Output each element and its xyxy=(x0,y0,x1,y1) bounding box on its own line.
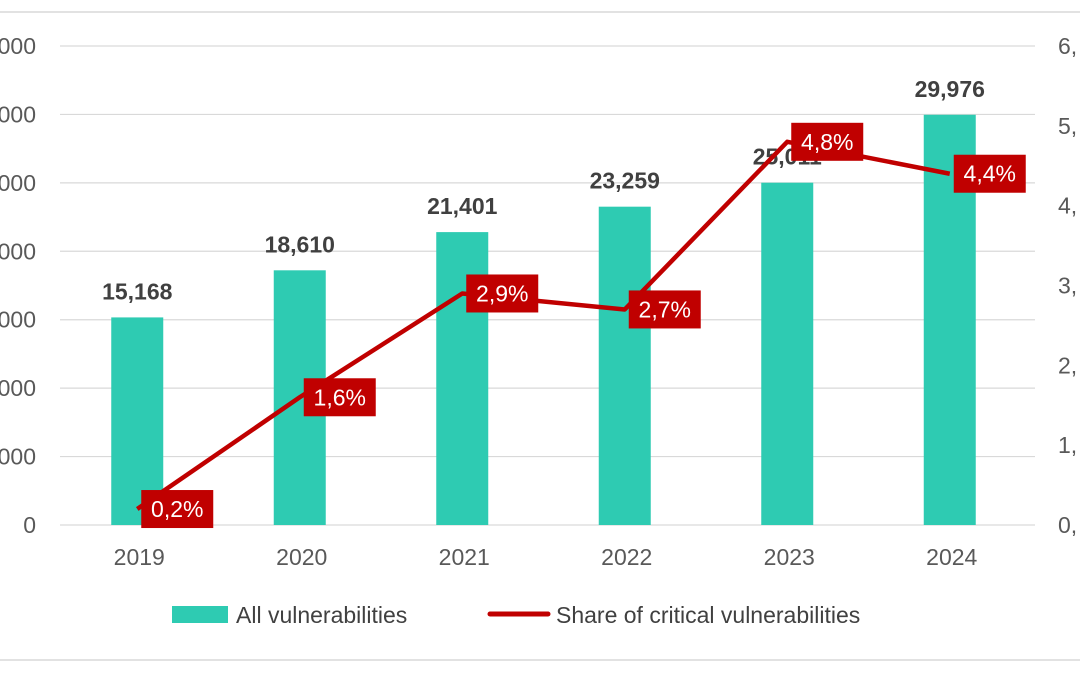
bar-label-2021: 21,401 xyxy=(427,193,498,219)
point-label-box xyxy=(303,378,376,417)
y-right-tick-label: 0, xyxy=(1058,512,1077,538)
y-left-tick-label: 000 xyxy=(0,33,36,59)
x-tick-label-2024: 2024 xyxy=(926,544,977,570)
y-left-tick-label: 000 xyxy=(0,238,36,264)
y-left-tick-label: 000 xyxy=(0,101,36,127)
x-tick-label-2019: 2019 xyxy=(114,544,165,570)
point-label-2019: 0,2% xyxy=(141,490,214,529)
critical-share-line xyxy=(135,139,951,511)
line-series-critical-share xyxy=(135,139,951,511)
y-axis-right: 0, 1, 2, 3, 4, 5, 6, xyxy=(1058,33,1077,538)
y-left-tick-label: 000 xyxy=(0,170,36,196)
bar-label-2024: 29,976 xyxy=(915,76,985,102)
y-left-tick-label: 000 xyxy=(0,375,36,401)
point-label-box xyxy=(141,490,214,529)
point-label-text: 2,9% xyxy=(476,280,528,306)
y-right-tick-label: 3, xyxy=(1058,273,1077,299)
gridlines xyxy=(60,45,1035,526)
legend-label-bars: All vulnerabilities xyxy=(236,602,407,628)
y-right-tick-label: 5, xyxy=(1058,113,1077,139)
y-right-tick-label: 4, xyxy=(1058,193,1077,219)
bar-series-all-vulnerabilities xyxy=(111,114,976,526)
x-axis: 2019 2020 2021 2022 2023 2024 xyxy=(114,544,978,570)
x-tick-label-2021: 2021 xyxy=(439,544,490,570)
y-left-tick-label: 000 xyxy=(0,307,36,333)
bar-label-2019: 15,168 xyxy=(102,278,173,304)
y-left-tick-label: 000 xyxy=(0,444,36,470)
point-label-box xyxy=(791,122,864,161)
y-right-tick-label: 1, xyxy=(1058,432,1077,458)
point-label-box xyxy=(953,154,1026,193)
point-label-2022: 2,7% xyxy=(628,290,701,329)
point-label-text: 0,2% xyxy=(151,496,203,522)
point-label-text: 1,6% xyxy=(314,384,366,410)
legend-label-line: Share of critical vulnerabilities xyxy=(556,602,860,628)
y-right-tick-label: 6, xyxy=(1058,33,1077,59)
bar-2022 xyxy=(598,206,651,526)
point-label-2023: 4,8% xyxy=(791,122,864,161)
point-label-2021: 2,9% xyxy=(466,274,539,313)
point-label-text: 4,8% xyxy=(801,129,853,155)
line-data-labels: 0,2% 1,6% 2,9% 2,7% 4,8% 4,4% xyxy=(141,122,1026,529)
y-left-tick-label: 0 xyxy=(23,512,36,538)
bar-2023 xyxy=(761,182,814,525)
point-label-2024: 4,4% xyxy=(953,154,1026,193)
legend: All vulnerabilities Share of critical vu… xyxy=(172,602,860,628)
bar-label-2022: 23,259 xyxy=(590,168,660,194)
point-label-2020: 1,6% xyxy=(303,378,376,417)
bar-label-2020: 18,610 xyxy=(265,231,335,257)
point-label-box xyxy=(628,290,701,329)
legend-swatch-bars xyxy=(172,606,228,623)
x-tick-label-2023: 2023 xyxy=(764,544,815,570)
x-tick-label-2022: 2022 xyxy=(601,544,652,570)
x-tick-label-2020: 2020 xyxy=(276,544,327,570)
y-right-tick-label: 2, xyxy=(1058,352,1077,378)
point-label-text: 4,4% xyxy=(964,161,1016,187)
point-label-text: 2,7% xyxy=(639,296,691,322)
point-label-box xyxy=(466,274,539,313)
